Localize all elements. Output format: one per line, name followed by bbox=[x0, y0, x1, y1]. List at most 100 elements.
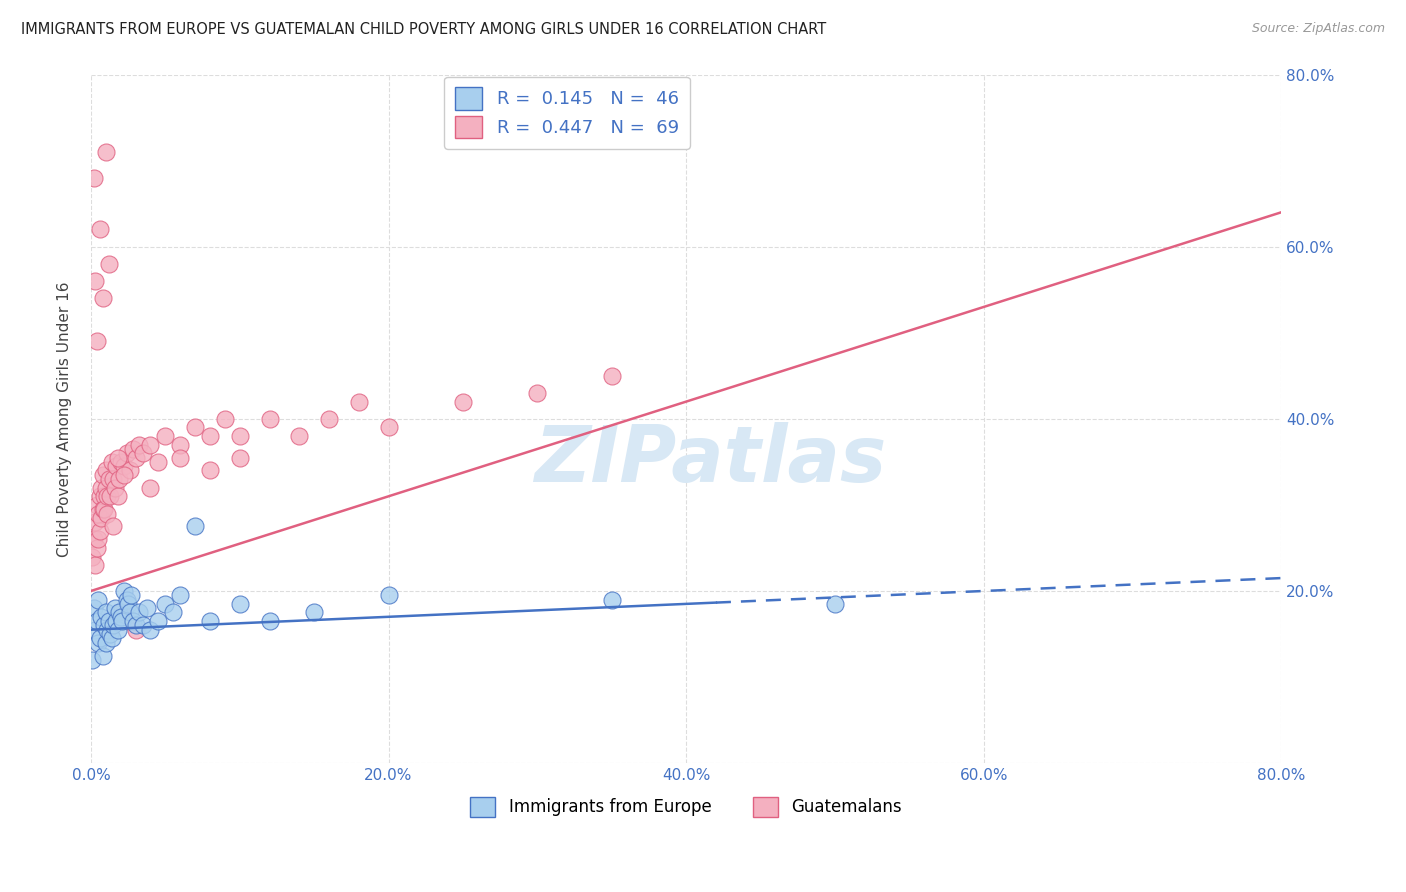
Point bbox=[600, 592, 623, 607]
Point bbox=[132, 618, 155, 632]
Point bbox=[87, 592, 110, 607]
Point bbox=[90, 511, 112, 525]
Point bbox=[82, 549, 104, 564]
Point bbox=[98, 627, 121, 641]
Point bbox=[103, 472, 125, 486]
Point bbox=[91, 467, 114, 482]
Point bbox=[111, 614, 134, 628]
Point bbox=[139, 437, 162, 451]
Point bbox=[87, 533, 110, 547]
Point bbox=[86, 614, 108, 628]
Point bbox=[214, 412, 236, 426]
Point bbox=[86, 541, 108, 555]
Point bbox=[83, 533, 105, 547]
Point bbox=[84, 558, 107, 573]
Point bbox=[118, 463, 141, 477]
Point bbox=[259, 412, 281, 426]
Point bbox=[117, 597, 139, 611]
Point bbox=[91, 648, 114, 663]
Point bbox=[89, 222, 111, 236]
Point bbox=[128, 606, 150, 620]
Point bbox=[94, 481, 117, 495]
Point bbox=[117, 614, 139, 628]
Point bbox=[377, 420, 399, 434]
Point bbox=[100, 455, 122, 469]
Point bbox=[121, 442, 143, 456]
Point bbox=[83, 170, 105, 185]
Point bbox=[110, 606, 132, 620]
Point bbox=[86, 498, 108, 512]
Point bbox=[112, 467, 135, 482]
Point bbox=[89, 524, 111, 538]
Point bbox=[136, 601, 159, 615]
Point bbox=[97, 257, 120, 271]
Point bbox=[104, 601, 127, 615]
Point bbox=[124, 623, 146, 637]
Point bbox=[121, 614, 143, 628]
Point bbox=[198, 614, 221, 628]
Point bbox=[96, 489, 118, 503]
Point bbox=[824, 597, 846, 611]
Point bbox=[96, 623, 118, 637]
Point bbox=[110, 609, 132, 624]
Point bbox=[526, 386, 548, 401]
Point bbox=[115, 592, 138, 607]
Point bbox=[105, 459, 128, 474]
Point bbox=[108, 606, 131, 620]
Point bbox=[87, 507, 110, 521]
Legend: Immigrants from Europe, Guatemalans: Immigrants from Europe, Guatemalans bbox=[464, 790, 908, 823]
Point bbox=[146, 614, 169, 628]
Point bbox=[347, 394, 370, 409]
Point bbox=[90, 481, 112, 495]
Point bbox=[169, 588, 191, 602]
Point bbox=[169, 437, 191, 451]
Point bbox=[87, 635, 110, 649]
Point bbox=[93, 489, 115, 503]
Point bbox=[94, 463, 117, 477]
Point bbox=[97, 472, 120, 486]
Point bbox=[82, 653, 104, 667]
Point bbox=[115, 446, 138, 460]
Y-axis label: Child Poverty Among Girls Under 16: Child Poverty Among Girls Under 16 bbox=[58, 281, 72, 557]
Point bbox=[103, 618, 125, 632]
Point bbox=[155, 597, 177, 611]
Point bbox=[84, 623, 107, 637]
Point bbox=[302, 606, 325, 620]
Point bbox=[139, 481, 162, 495]
Point bbox=[288, 429, 311, 443]
Point bbox=[93, 502, 115, 516]
Point bbox=[83, 601, 105, 615]
Point bbox=[600, 368, 623, 383]
Point bbox=[89, 632, 111, 646]
Point bbox=[91, 502, 114, 516]
Text: ZIPatlas: ZIPatlas bbox=[534, 422, 886, 498]
Point bbox=[139, 623, 162, 637]
Point bbox=[118, 606, 141, 620]
Point bbox=[229, 450, 252, 465]
Point bbox=[107, 623, 129, 637]
Point bbox=[128, 437, 150, 451]
Point bbox=[105, 614, 128, 628]
Point bbox=[89, 489, 111, 503]
Point bbox=[451, 394, 474, 409]
Point bbox=[86, 334, 108, 349]
Point bbox=[110, 455, 132, 469]
Point bbox=[120, 588, 142, 602]
Point bbox=[112, 584, 135, 599]
Point bbox=[94, 145, 117, 159]
Point bbox=[94, 635, 117, 649]
Point bbox=[108, 472, 131, 486]
Point bbox=[103, 519, 125, 533]
Point bbox=[96, 507, 118, 521]
Point bbox=[84, 515, 107, 529]
Point bbox=[229, 429, 252, 443]
Point bbox=[318, 412, 340, 426]
Point bbox=[98, 489, 121, 503]
Point bbox=[112, 459, 135, 474]
Point bbox=[146, 455, 169, 469]
Point bbox=[132, 446, 155, 460]
Point bbox=[162, 606, 184, 620]
Point bbox=[97, 614, 120, 628]
Point bbox=[94, 606, 117, 620]
Point bbox=[84, 274, 107, 288]
